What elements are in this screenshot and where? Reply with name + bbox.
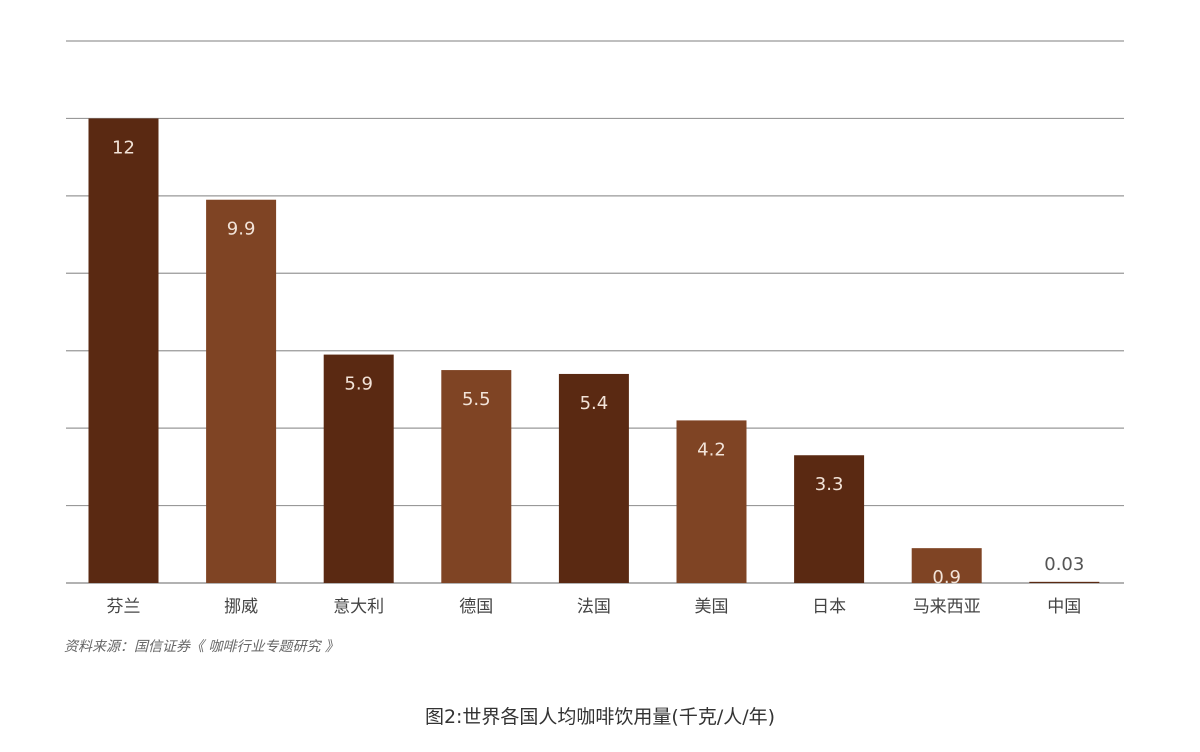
- bar: [558, 373, 629, 583]
- x-tick-label: 法国: [577, 597, 611, 617]
- x-axis-labels: 芬兰 挪威 意大利 德国 法国 美国 日本 马来西亚 中国: [107, 597, 1082, 617]
- data-label: 0.03: [1044, 554, 1084, 575]
- bar: [911, 548, 982, 583]
- x-tick-label: 日本: [812, 597, 846, 617]
- data-label: 4.2: [697, 439, 726, 460]
- x-tick-label: 挪威: [224, 597, 258, 617]
- data-label: 3.3: [815, 474, 844, 495]
- x-tick-label: 中国: [1047, 597, 1081, 617]
- x-tick-label: 马来西亚: [913, 597, 981, 617]
- figure-caption: 图2:世界各国人均咖啡饮用量(千克/人/年): [424, 706, 776, 728]
- x-tick-label: 美国: [695, 597, 729, 617]
- bars: [88, 118, 1100, 583]
- bar: [323, 354, 394, 583]
- source-note: 资料来源：国信证券《 咖啡行业专题研究 》: [64, 639, 339, 655]
- bar: [88, 118, 159, 583]
- data-label: 0.9: [932, 567, 961, 588]
- data-label: 12: [112, 137, 135, 158]
- bar: [676, 420, 747, 583]
- bar-chart: 12 9.9 5.9 5.5 5.4 4.2 3.3 0.9 0.03 芬兰 挪威 意大利 德国 法国 美…: [66, 40, 1124, 617]
- x-tick-label: 意大利: [333, 597, 384, 617]
- x-tick-label: 德国: [459, 597, 493, 617]
- x-tick-label: 芬兰: [107, 597, 141, 617]
- value-labels: 12 9.9 5.9 5.5 5.4 4.2 3.3 0.9 0.03: [112, 137, 1084, 588]
- data-label: 5.4: [580, 393, 609, 414]
- bar: [794, 455, 865, 583]
- data-label: 5.5: [462, 389, 491, 410]
- data-label: 5.9: [344, 374, 373, 395]
- bar: [441, 370, 512, 583]
- data-label: 9.9: [227, 219, 256, 240]
- bar: [206, 199, 277, 583]
- bar: [1029, 581, 1100, 583]
